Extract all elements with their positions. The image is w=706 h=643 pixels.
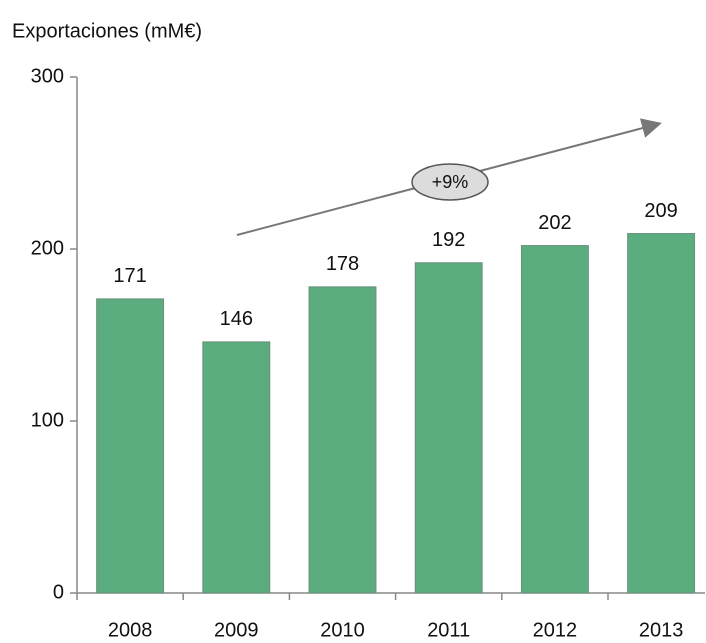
- y-tick-label: 0: [53, 581, 64, 603]
- y-tick-label: 300: [31, 65, 64, 87]
- bar: [308, 286, 377, 594]
- value-label: 192: [432, 229, 465, 251]
- x-tick-label: 2012: [533, 619, 578, 641]
- x-tick-label: 2009: [214, 619, 259, 641]
- bar: [202, 341, 271, 594]
- chart-title: Exportaciones (mM€): [12, 20, 202, 42]
- bar: [96, 298, 165, 594]
- bar: [414, 262, 483, 594]
- y-tick-label: 200: [31, 237, 64, 259]
- value-label: 202: [538, 212, 571, 234]
- y-tick-label: 100: [31, 409, 64, 431]
- annotation-bubble: [411, 163, 489, 201]
- value-label: 171: [113, 265, 146, 287]
- value-label: 146: [220, 308, 253, 330]
- value-label: 178: [326, 253, 359, 275]
- value-label: 209: [644, 200, 677, 222]
- annotation: +9%: [432, 172, 469, 192]
- x-tick-label: 2011: [427, 619, 470, 641]
- x-tick-label: 2010: [320, 619, 365, 641]
- x-tick-label: 2008: [108, 619, 153, 641]
- bar: [627, 233, 696, 594]
- bar: [520, 245, 589, 594]
- x-tick-label: 2013: [639, 619, 684, 641]
